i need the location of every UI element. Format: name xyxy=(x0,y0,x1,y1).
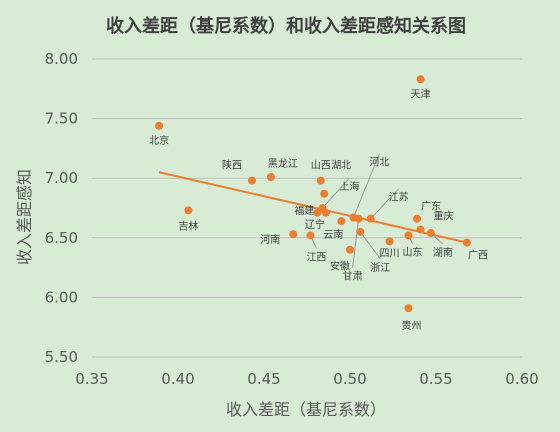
point-label: 江西 xyxy=(306,251,326,263)
y-tick-label: 8.00 xyxy=(45,50,78,68)
point-label: 天津 xyxy=(411,88,431,100)
data-point xyxy=(320,189,329,198)
data-point xyxy=(366,214,375,223)
point-label: 湖南 xyxy=(433,246,453,259)
leader-line xyxy=(353,153,380,218)
data-point xyxy=(404,304,413,313)
point-label: 云南 xyxy=(323,228,343,241)
x-tick-label: 0.60 xyxy=(505,370,538,388)
data-point xyxy=(321,208,330,217)
point-label: 安徽 xyxy=(330,260,350,273)
data-point xyxy=(247,176,256,185)
data-point xyxy=(346,245,354,254)
data-point xyxy=(337,217,346,226)
point-label: 陕西 xyxy=(222,159,242,172)
data-point xyxy=(356,227,365,236)
x-axis-label: 收入差距（基尼系数） xyxy=(226,400,386,419)
point-label: 上海 xyxy=(339,180,359,193)
point-label: 浙江 xyxy=(370,262,390,274)
x-tick-label: 0.40 xyxy=(161,370,194,388)
leader-line xyxy=(359,231,381,260)
data-point xyxy=(385,237,394,246)
data-point xyxy=(313,208,322,217)
y-tick-label: 6.00 xyxy=(45,288,78,306)
x-tick-label: 0.50 xyxy=(333,370,366,388)
leader-lines xyxy=(310,153,444,268)
point-label: 甘肃 xyxy=(343,270,363,283)
data-point xyxy=(354,214,363,223)
point-label: 吉林 xyxy=(178,219,198,232)
data-point xyxy=(462,238,471,247)
point-label: 河北 xyxy=(369,157,389,169)
point-label: 山东 xyxy=(402,245,422,258)
data-points xyxy=(155,75,471,313)
point-label: 广东 xyxy=(421,200,441,213)
data-point xyxy=(266,173,275,182)
data-point xyxy=(316,176,325,185)
data-point xyxy=(404,231,413,240)
x-tick-label: 0.55 xyxy=(419,370,452,388)
point-label: 辽宁 xyxy=(305,218,325,231)
point-label: 北京 xyxy=(149,134,169,147)
data-point xyxy=(155,121,164,130)
trendline xyxy=(158,171,468,244)
data-point xyxy=(289,230,298,239)
data-point xyxy=(416,75,425,84)
y-tick-label: 7.50 xyxy=(45,110,78,128)
point-label: 贵州 xyxy=(401,319,421,332)
x-tick-labels: 0.35 0.40 0.45 0.50 0.55 0.60 xyxy=(75,370,538,388)
data-point xyxy=(426,229,435,238)
point-label: 河南 xyxy=(260,233,280,246)
data-point xyxy=(416,225,425,234)
leader-line xyxy=(322,177,350,209)
leader-line xyxy=(370,188,399,220)
point-label: 江苏 xyxy=(389,191,409,204)
data-point xyxy=(184,206,193,215)
point-label: 广西 xyxy=(468,250,488,262)
point-label: 湖北 xyxy=(331,160,351,172)
y-tick-label: 7.00 xyxy=(45,169,78,187)
data-point xyxy=(306,231,315,240)
leader-line xyxy=(352,218,359,268)
point-label: 重庆 xyxy=(434,209,454,222)
y-tick-label: 5.50 xyxy=(45,348,78,366)
point-label: 四川 xyxy=(380,248,400,259)
y-tick-label: 6.50 xyxy=(45,229,78,247)
x-tick-label: 0.45 xyxy=(247,370,280,388)
gridlines xyxy=(92,58,522,358)
point-label: 山西 xyxy=(311,160,331,172)
x-tick-label: 0.35 xyxy=(75,370,108,388)
y-axis-label: 收入差距感知 xyxy=(15,169,34,265)
chart-title: 收入差距（基尼系数）和收入差距感知关系图 xyxy=(106,15,466,37)
point-label: 黑龙江 xyxy=(268,157,298,170)
y-tick-labels: 5.50 6.00 6.50 7.00 7.50 8.00 xyxy=(45,50,78,366)
data-point xyxy=(413,214,422,223)
point-label: 福建 xyxy=(294,204,314,217)
